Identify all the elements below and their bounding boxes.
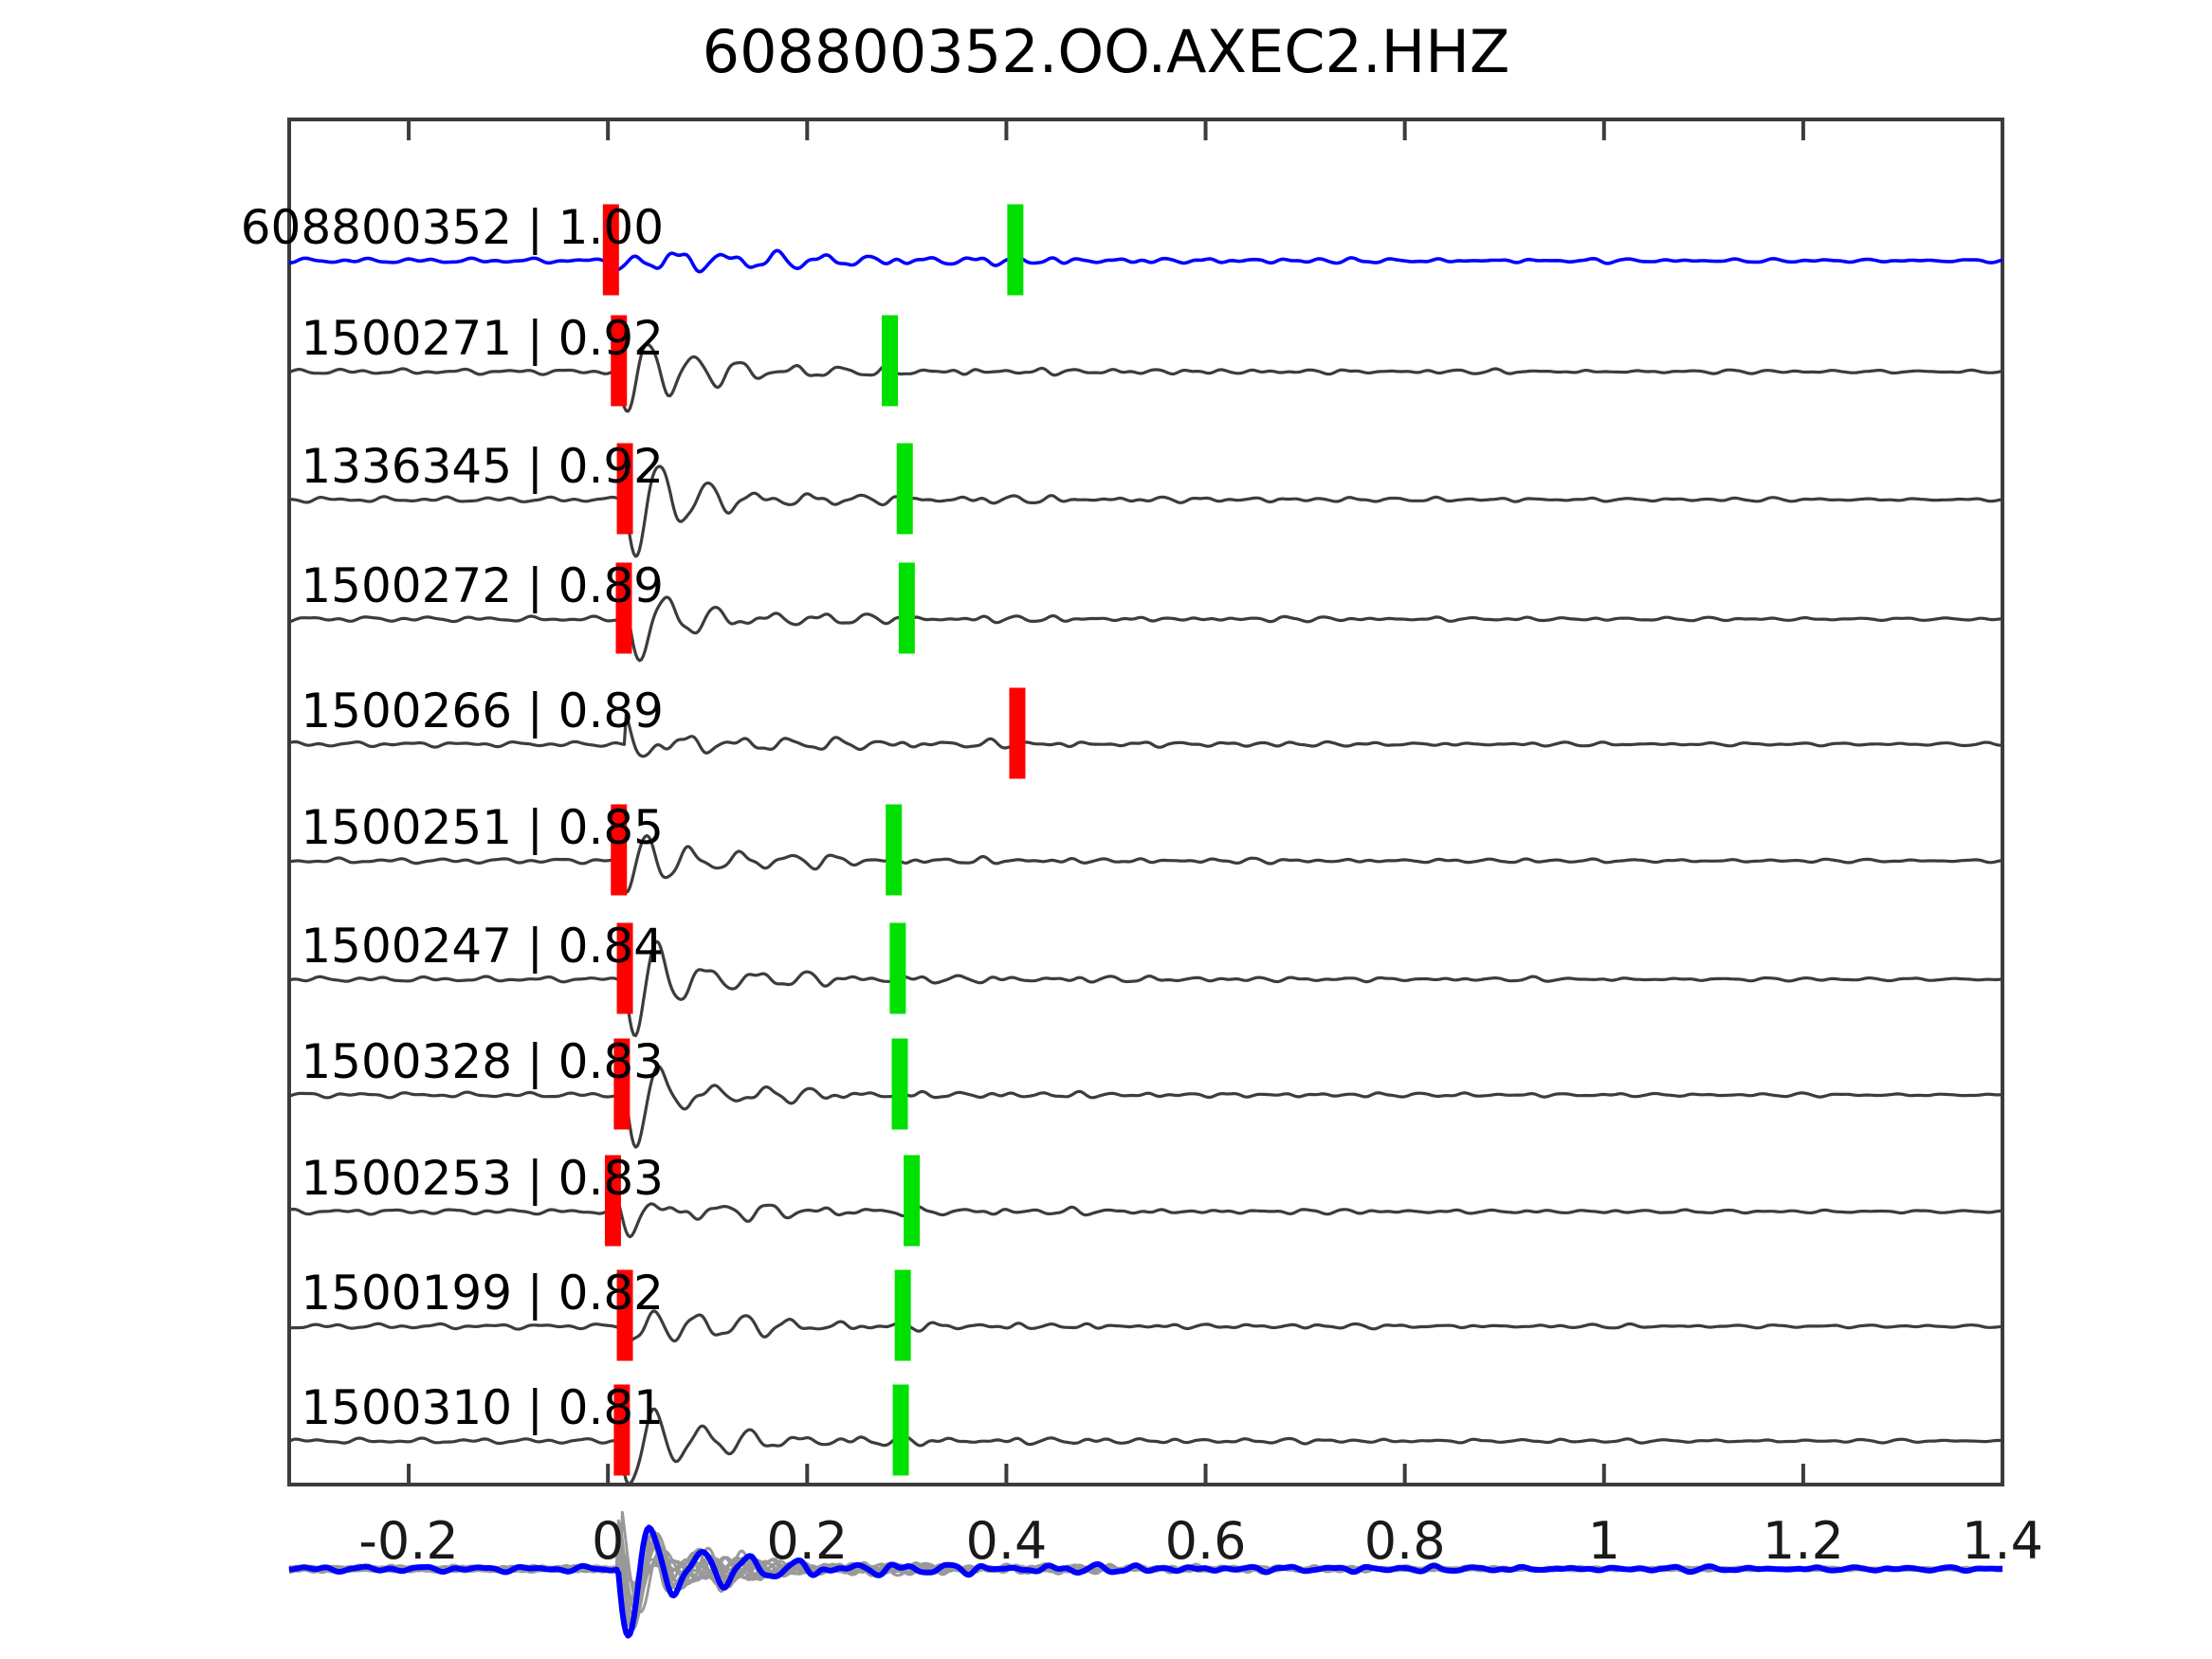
- trace-label: 608800352 | 1.00: [240, 200, 664, 255]
- p-pick-marker: [1009, 687, 1026, 779]
- trace-label: 1500272 | 0.89: [301, 558, 664, 613]
- trace-label: 1500253 | 0.83: [301, 1151, 664, 1206]
- x-tick-label: 0: [591, 1511, 625, 1571]
- stack-gray-trace: [288, 1532, 2002, 1631]
- trace-label: 1500271 | 0.92: [301, 311, 664, 366]
- x-tick-label: 1.2: [1762, 1511, 1844, 1571]
- trace-label: 1500251 | 0.85: [301, 800, 664, 855]
- p-pick-marker: [611, 315, 628, 407]
- trace-label: 1500199 | 0.82: [301, 1266, 664, 1321]
- trace-line: [288, 1407, 2002, 1486]
- pick-markers: [602, 204, 1026, 1476]
- trace-label: 1500310 | 0.81: [301, 1380, 664, 1435]
- trace-line: [288, 1052, 2003, 1149]
- p-pick-marker: [611, 804, 628, 896]
- s-pick-marker: [904, 1155, 921, 1247]
- stack-master-trace: [288, 1524, 2003, 1639]
- trace-line: [288, 248, 2003, 274]
- s-pick-marker: [886, 804, 903, 896]
- x-tick-label: 0.8: [1363, 1511, 1446, 1571]
- s-pick-marker: [889, 922, 906, 1014]
- trace-line: [288, 939, 2003, 1038]
- p-pick-marker: [613, 1038, 631, 1130]
- x-tick-label: -0.2: [358, 1511, 459, 1571]
- trace-line: [288, 1177, 2003, 1239]
- s-pick-marker: [892, 1384, 909, 1476]
- stack-gray-trace: [288, 1535, 2003, 1629]
- s-pick-marker: [896, 443, 913, 535]
- page-title: 608800352.OO.AXEC2.HHZ: [702, 17, 1510, 86]
- trace-lines: [288, 248, 2003, 1639]
- trace-line: [289, 1309, 2003, 1343]
- stack-gray-trace: [288, 1529, 2003, 1622]
- s-pick-marker: [882, 315, 899, 407]
- trace-line: [288, 465, 2003, 558]
- stack-gray-trace: [288, 1539, 2002, 1591]
- p-pick-marker: [615, 562, 632, 654]
- trace-line: [288, 342, 2003, 413]
- x-tick-label: 0.6: [1164, 1511, 1247, 1571]
- x-tick-label: 1: [1587, 1511, 1620, 1571]
- p-pick-marker: [616, 1269, 633, 1361]
- x-tick-label: 1.4: [1962, 1511, 2043, 1571]
- x-tick-label: 0.2: [766, 1511, 849, 1571]
- s-pick-marker: [898, 562, 915, 654]
- s-pick-marker: [894, 1269, 911, 1361]
- trace-label: 1500328 | 0.83: [301, 1034, 664, 1089]
- trace-label: 1336345 | 0.92: [301, 439, 664, 494]
- p-pick-marker: [616, 443, 633, 535]
- axes-frame: [287, 118, 2004, 1486]
- x-tick-label: 0.4: [965, 1511, 1048, 1571]
- p-pick-marker: [604, 1155, 621, 1247]
- trace-label: 1500247 | 0.84: [301, 919, 664, 974]
- stack-gray-trace: [288, 1519, 2002, 1601]
- p-pick-marker: [602, 204, 619, 296]
- stack-gray-trace: [288, 1538, 2003, 1624]
- s-pick-marker: [1007, 204, 1024, 296]
- trace-label: 1500266 | 0.89: [301, 684, 664, 738]
- trace-line: [288, 566, 2003, 663]
- stack-gray-trace: [288, 1510, 2003, 1613]
- s-pick-marker: [891, 1038, 908, 1130]
- p-pick-marker: [613, 1384, 631, 1476]
- trace-line: [288, 713, 2002, 758]
- trace-line: [288, 833, 2003, 894]
- p-pick-marker: [616, 922, 633, 1014]
